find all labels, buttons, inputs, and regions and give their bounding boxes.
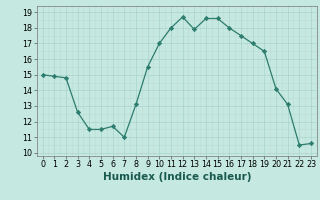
X-axis label: Humidex (Indice chaleur): Humidex (Indice chaleur)	[102, 172, 251, 182]
